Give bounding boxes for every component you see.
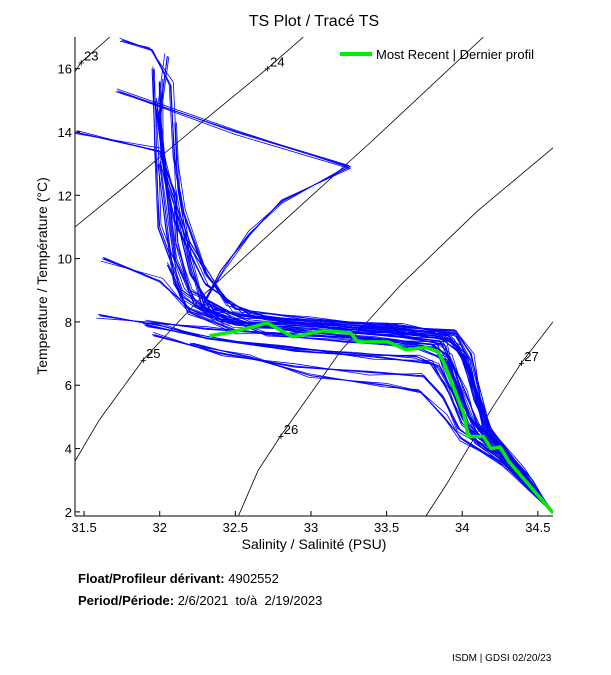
y-tick-label: 16: [58, 62, 72, 77]
history-profile-line: [152, 332, 551, 511]
credit-text: ISDM | GDSI 02/20/23: [452, 653, 552, 664]
x-tick-label: 34.5: [525, 520, 550, 535]
history-profile-line: [119, 40, 551, 511]
history-profile-line: [119, 91, 551, 511]
contour-label: 26: [284, 422, 298, 437]
history-profile-line: [176, 212, 552, 512]
history-profile-line: [154, 334, 552, 512]
y-tick-label: 10: [58, 252, 72, 267]
float-id: 4902552: [228, 571, 279, 586]
legend: Most Recent | Dernier profil: [340, 47, 534, 62]
chart-title: TS Plot / Tracé TS: [249, 13, 379, 30]
contour-label: 27: [524, 349, 538, 364]
history-profile-line: [191, 345, 552, 512]
history-profile-line: [102, 258, 553, 513]
contour-plus-marker: +: [264, 64, 270, 76]
history-profile-line: [145, 319, 551, 511]
contour-plus-marker: +: [518, 358, 524, 370]
history-profile-line: [192, 342, 551, 511]
x-tick-label: 32: [152, 520, 166, 535]
x-tick-label: 34: [455, 520, 469, 535]
x-tick-label: 33.5: [374, 520, 399, 535]
history-profile-line: [75, 133, 551, 511]
history-profile-line: [96, 317, 551, 511]
period-to: to/à: [235, 593, 258, 608]
y-tick-label: 14: [58, 125, 72, 140]
history-profile-line: [153, 335, 553, 514]
y-tick-label: 12: [58, 188, 72, 203]
contour-plus-marker: +: [140, 355, 146, 367]
history-profile-line: [100, 260, 551, 511]
contour-plus-marker: +: [278, 431, 284, 443]
contour-label: 23: [84, 48, 98, 63]
history-profile-line: [151, 334, 553, 513]
history-profiles: [75, 37, 553, 514]
y-tick-label: 4: [65, 442, 72, 457]
period-info: Period/Période: 2/6/2021 to/à 2/19/2023: [78, 593, 322, 608]
contour-label: 25: [146, 346, 160, 361]
density-contour-26: [238, 147, 553, 516]
legend-recent-label: Most Recent | Dernier profil: [376, 47, 534, 62]
most-recent-profile-line: [209, 321, 553, 514]
x-tick-label: 31.5: [71, 520, 96, 535]
x-axis-label: Salinity / Salinité (PSU): [242, 536, 387, 552]
density-contour-25: [75, 37, 484, 462]
float-label: Float/Profileur dérivant:: [78, 571, 225, 586]
history-profile-line: [145, 324, 552, 512]
contour-labels: +23+ 24+ 25+ 26+ 27: [78, 48, 539, 443]
history-profile-line: [103, 258, 553, 514]
history-profile-line: [120, 40, 553, 514]
y-tick-label: 6: [65, 378, 72, 393]
history-profile-line: [142, 323, 551, 511]
period-start: 2/6/2021: [177, 593, 229, 608]
contour-label: 24: [270, 55, 284, 70]
x-tick-label: 32.5: [223, 520, 248, 535]
period-label: Period/Période:: [78, 593, 175, 608]
float-info: Float/Profileur dérivant: 4902552: [78, 571, 279, 586]
y-tick-label: 8: [65, 315, 72, 330]
y-tick-label: 2: [65, 505, 72, 520]
history-profile-line: [189, 342, 553, 514]
y-axis-label: Temperature / Température (°C): [34, 177, 50, 375]
history-profile-line: [189, 343, 553, 513]
x-tick-label: 33: [304, 520, 318, 535]
contour-plus-marker: +: [78, 57, 84, 69]
most-recent-profile-layer: [209, 321, 553, 514]
period-end: 2/19/2023: [264, 593, 323, 608]
history-profile-line: [102, 256, 552, 512]
density-contour-24: [75, 37, 304, 228]
